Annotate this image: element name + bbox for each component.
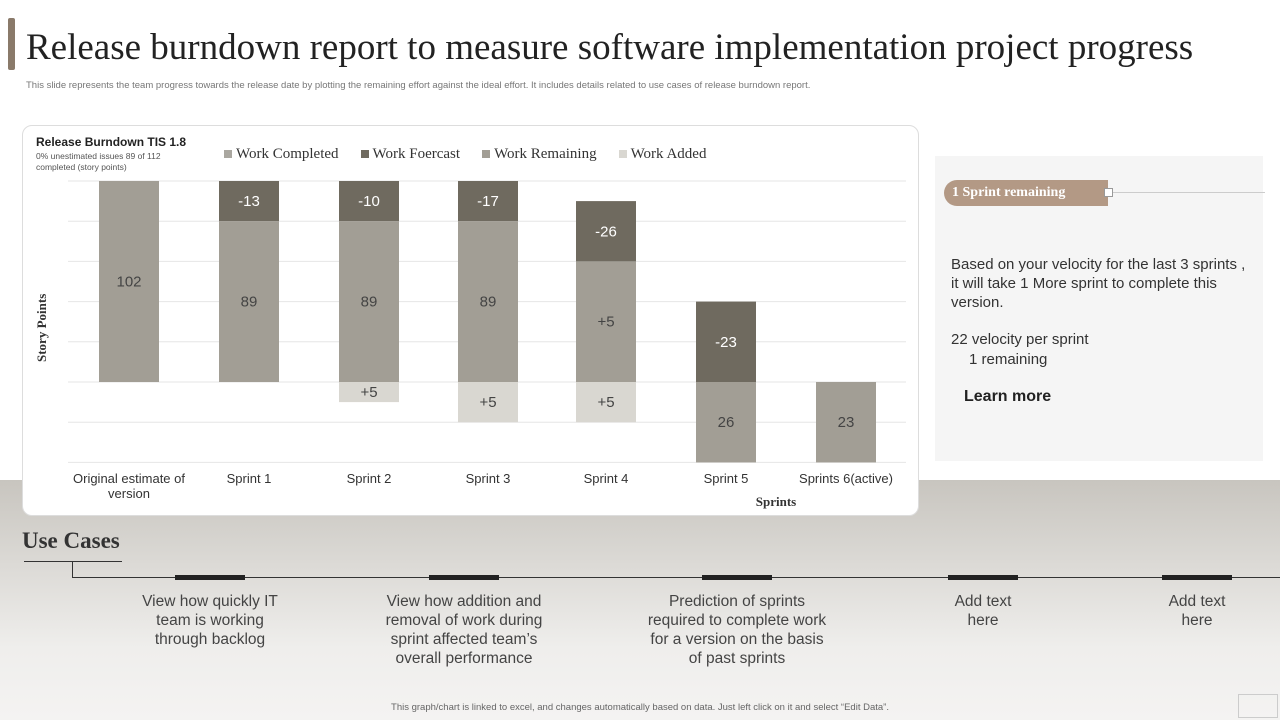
sprint-remaining-badge: 1 Sprint remaining [944, 180, 1108, 206]
bar-segment [219, 221, 279, 382]
timeline-marker [948, 575, 1018, 580]
chart-subtitle-line: completed (story points) [36, 162, 127, 172]
bar-segment [339, 382, 399, 403]
legend-item: Work Added [618, 146, 707, 163]
corner-box [1238, 694, 1278, 718]
use-case-text: Add text here [1168, 593, 1226, 629]
data-label: -23 [715, 334, 737, 351]
timeline-marker [429, 575, 499, 580]
bar-segment [696, 301, 756, 382]
data-label: 23 [838, 414, 855, 431]
legend-label: Work Foercast [372, 146, 461, 162]
bar-segment [339, 221, 399, 382]
velocity-description: Based on your velocity for the last 3 sp… [951, 256, 1246, 311]
bar-segment [339, 181, 399, 222]
bar-segment [816, 382, 876, 463]
use-case-text: Prediction of sprints required to comple… [647, 593, 827, 667]
bar-segment [696, 382, 756, 463]
use-case-text: View how quickly IT team is working thro… [142, 593, 278, 648]
title-accent [8, 18, 15, 70]
chart-title: Release Burndown TIS 1.8 [36, 135, 187, 149]
x-axis-label: Sprints [755, 494, 797, 509]
timeline-line [72, 577, 1280, 578]
data-label: +5 [360, 384, 377, 401]
legend-label: Work Remaining [494, 146, 597, 162]
x-tick-label: Sprint 5 [703, 471, 749, 486]
velocity-stats: 22 velocity per sprint 1 remaining [951, 330, 1089, 370]
legend-label: Work Completed [236, 146, 339, 162]
data-label: 102 [116, 274, 141, 291]
data-label: -10 [358, 193, 380, 210]
connector-line [1113, 192, 1265, 193]
use-case-text: Add text here [954, 593, 1012, 629]
bar-segment [99, 181, 159, 382]
bottom-background [0, 480, 1280, 720]
legend-label: Work Added [630, 146, 707, 162]
learn-more-link[interactable]: Learn more [964, 388, 1052, 405]
data-label: +5 [597, 394, 614, 411]
timeline-marker [175, 575, 245, 580]
x-tick-label: Sprint 4 [583, 471, 629, 486]
page-title: Release burndown report to measure softw… [26, 27, 1194, 68]
chart-subtitle: 0% unestimated issues 89 of 112 completed… [36, 151, 161, 173]
info-panel [935, 156, 1263, 461]
legend-item: Work Foercast [360, 146, 461, 163]
y-axis-label: Story Points [34, 293, 49, 362]
legend-swatch [618, 150, 627, 158]
footer-note: This graph/chart is linked to excel, and… [391, 702, 889, 713]
x-tick-label: Sprint 2 [346, 471, 392, 486]
data-label: -26 [595, 223, 617, 240]
data-label: +5 [479, 394, 496, 411]
legend-item: Work Remaining [482, 146, 597, 163]
legend-swatch [482, 150, 491, 158]
bar-segment [576, 201, 636, 262]
bar-segment [219, 181, 279, 222]
legend-swatch [360, 150, 369, 158]
heading-underline [24, 561, 122, 562]
bar-segment [576, 382, 636, 423]
data-label: 89 [361, 294, 378, 311]
data-label: 89 [480, 294, 497, 311]
data-label: -17 [477, 193, 499, 210]
timeline-marker [702, 575, 772, 580]
timeline-connector [72, 561, 73, 578]
data-label: +5 [597, 314, 614, 331]
data-label: 26 [718, 414, 735, 431]
use-case-text: View how addition and removal of work du… [385, 593, 543, 667]
velocity-per-sprint: 22 velocity per sprint [951, 331, 1089, 348]
bar-segment [458, 382, 518, 423]
legend-swatch [224, 150, 232, 158]
x-tick-label: Sprints 6(active) [799, 471, 893, 486]
chart-subtitle-line: 0% unestimated issues 89 of 112 [36, 151, 161, 161]
bar-segment [576, 261, 636, 382]
x-tick-label: Sprint 1 [226, 471, 272, 486]
legend-item: Work Completed [224, 146, 339, 163]
remaining-count: 1 remaining [969, 351, 1048, 368]
bar-segment [458, 221, 518, 382]
chart-legend: Work Completed Work Foercast Work Remainin… [224, 146, 706, 163]
bar-segment [458, 181, 518, 222]
data-label: 89 [241, 294, 258, 311]
connector-dot [1104, 188, 1113, 197]
data-label: -13 [238, 193, 260, 210]
page-subtitle: This slide represents the team progress … [26, 80, 811, 91]
use-cases-heading: Use Cases [22, 528, 120, 553]
timeline-marker [1162, 575, 1232, 580]
x-tick-label: Sprint 3 [465, 471, 511, 486]
x-tick-label: Original estimate of version [73, 471, 185, 501]
